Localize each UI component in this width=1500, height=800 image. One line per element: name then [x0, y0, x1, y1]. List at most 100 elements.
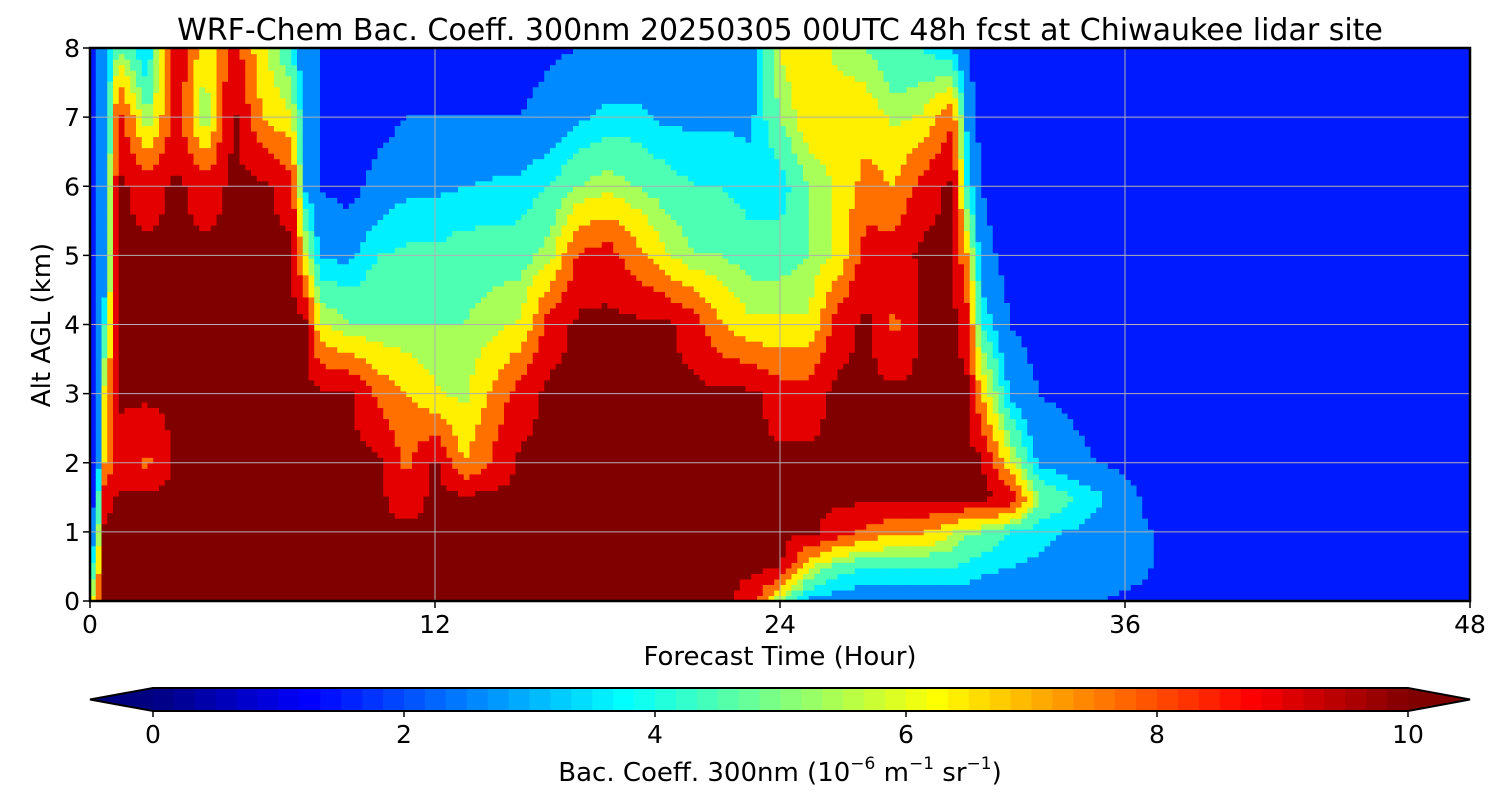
- heatmap-cell: [320, 264, 326, 270]
- heatmap-cell: [222, 131, 228, 137]
- heatmap-cell: [194, 286, 200, 292]
- heatmap-cell: [349, 452, 355, 458]
- heatmap-cell: [326, 336, 332, 342]
- heatmap-cell: [176, 291, 182, 297]
- heatmap-cell: [303, 313, 309, 319]
- heatmap-cell: [182, 557, 188, 563]
- heatmap-cell: [159, 214, 165, 220]
- heatmap-cell: [153, 424, 159, 430]
- heatmap-cell: [142, 374, 148, 380]
- heatmap-cell: [176, 419, 182, 425]
- heatmap-cell: [263, 424, 269, 430]
- heatmap-cell: [188, 103, 194, 109]
- heatmap-cell: [274, 407, 280, 413]
- heatmap-cell: [130, 131, 136, 137]
- heatmap-cell: [222, 573, 228, 579]
- heatmap-cell: [337, 336, 343, 342]
- heatmap-cell: [280, 131, 286, 137]
- heatmap-cell: [349, 540, 355, 546]
- heatmap-cell: [176, 490, 182, 496]
- heatmap-cell: [234, 496, 240, 502]
- heatmap-cell: [257, 374, 263, 380]
- heatmap-cell: [337, 402, 343, 408]
- heatmap-cell: [326, 175, 332, 181]
- heatmap-cell: [217, 557, 223, 563]
- heatmap-cell: [188, 518, 194, 524]
- heatmap-cell: [280, 186, 286, 192]
- heatmap-cell: [222, 419, 228, 425]
- heatmap-cell: [280, 435, 286, 441]
- heatmap-cell: [332, 197, 338, 203]
- heatmap-cell: [263, 313, 269, 319]
- heatmap-cell: [222, 208, 228, 214]
- heatmap-cell: [159, 419, 165, 425]
- heatmap-cell: [119, 485, 125, 491]
- heatmap-cell: [274, 280, 280, 286]
- heatmap-cell: [188, 424, 194, 430]
- heatmap-cell: [320, 291, 326, 297]
- heatmap-cell: [228, 441, 234, 447]
- heatmap-cell: [314, 269, 320, 275]
- heatmap-cell: [274, 496, 280, 502]
- heatmap-cell: [355, 230, 361, 236]
- heatmap-cell: [165, 247, 171, 253]
- heatmap-cell: [320, 407, 326, 413]
- heatmap-cell: [245, 214, 251, 220]
- heatmap-cell: [199, 363, 205, 369]
- heatmap-cell: [332, 214, 338, 220]
- heatmap-cell: [188, 579, 194, 585]
- heatmap-cell: [119, 192, 125, 198]
- heatmap-cell: [165, 496, 171, 502]
- heatmap-cell: [257, 336, 263, 342]
- heatmap-cell: [309, 369, 315, 375]
- heatmap-cell: [314, 203, 320, 209]
- heatmap-cell: [130, 363, 136, 369]
- heatmap-cell: [337, 474, 343, 480]
- heatmap-cell: [205, 413, 211, 419]
- heatmap-cell: [96, 557, 102, 563]
- heatmap-cell: [176, 308, 182, 314]
- heatmap-cell: [372, 81, 378, 87]
- heatmap-cell: [107, 341, 113, 347]
- heatmap-cell: [245, 546, 251, 552]
- heatmap-cell: [257, 407, 263, 413]
- heatmap-cell: [286, 330, 292, 336]
- heatmap-cell: [125, 236, 131, 242]
- heatmap-cell: [119, 269, 125, 275]
- heatmap-cell: [280, 413, 286, 419]
- heatmap-cell: [245, 297, 251, 303]
- heatmap-cell: [320, 81, 326, 87]
- heatmap-cell: [360, 142, 366, 148]
- heatmap-cell: [372, 562, 378, 568]
- heatmap-cell: [107, 125, 113, 131]
- heatmap-cell: [188, 419, 194, 425]
- heatmap-cell: [280, 496, 286, 502]
- heatmap-cell: [130, 513, 136, 519]
- heatmap-cell: [274, 474, 280, 480]
- heatmap-cell: [211, 70, 217, 76]
- heatmap-cell: [314, 76, 320, 82]
- heatmap-cell: [148, 573, 154, 579]
- heatmap-cell: [286, 485, 292, 491]
- heatmap-cell: [355, 65, 361, 71]
- heatmap-cell: [263, 347, 269, 353]
- heatmap-cell: [355, 441, 361, 447]
- heatmap-cell: [182, 518, 188, 524]
- heatmap-cell: [119, 164, 125, 170]
- heatmap-cell: [119, 197, 125, 203]
- heatmap-cell: [332, 302, 338, 308]
- heatmap-cell: [234, 275, 240, 281]
- heatmap-cell: [303, 275, 309, 281]
- heatmap-cell: [188, 540, 194, 546]
- heatmap-cell: [165, 568, 171, 574]
- heatmap-cell: [130, 87, 136, 93]
- heatmap-cell: [309, 513, 315, 519]
- heatmap-cell: [217, 269, 223, 275]
- heatmap-cell: [314, 479, 320, 485]
- heatmap-cell: [176, 562, 182, 568]
- heatmap-cell: [263, 269, 269, 275]
- heatmap-cell: [337, 590, 343, 596]
- heatmap-cell: [291, 219, 297, 225]
- heatmap-cell: [355, 136, 361, 142]
- heatmap-cell: [268, 313, 274, 319]
